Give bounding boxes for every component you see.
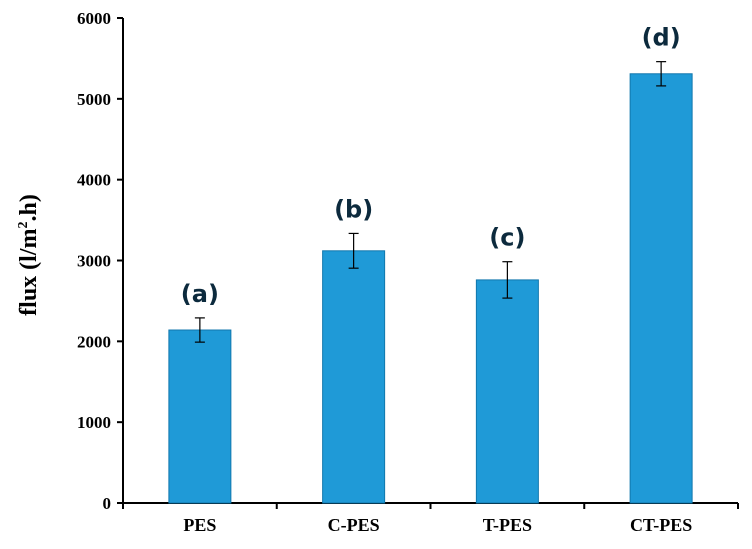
bar-annotation: (b)	[334, 195, 373, 223]
y-tick-label: 1000	[77, 413, 111, 432]
y-tick-label: 6000	[77, 9, 111, 28]
y-tick-label: 5000	[77, 90, 111, 109]
x-category-label: PES	[183, 515, 216, 535]
y-tick-label: 0	[103, 494, 112, 513]
bar-pes	[168, 329, 232, 504]
y-tick-labels: 0 1000 2000 3000 4000 5000 6000	[77, 9, 111, 513]
x-category-label: T-PES	[483, 515, 532, 535]
bar-annotation: (c)	[489, 224, 525, 252]
y-tick-label: 4000	[77, 171, 111, 190]
bar-t-pes	[475, 279, 539, 504]
y-axis-label-end: .h)	[16, 194, 42, 221]
y-axis-label: flux (l/m2.h)	[16, 194, 42, 316]
x-category-label: C-PES	[328, 515, 380, 535]
y-tick-label: 3000	[77, 252, 111, 271]
bar-ct-pes	[629, 73, 693, 504]
error-bars	[194, 61, 667, 343]
x-category-labels: PES C-PES T-PES CT-PES	[183, 515, 692, 535]
bar-c-pes	[322, 250, 386, 504]
bar-annotation: (a)	[181, 280, 219, 308]
y-tick-label: 2000	[77, 332, 111, 351]
y-axis-label-superscript: 2	[16, 222, 31, 229]
y-axis-label-main: flux (l/m	[16, 229, 42, 316]
bar-annotations: (a) (b) (c) (d)	[181, 24, 681, 308]
bars	[168, 73, 693, 504]
bar-annotation: (d)	[642, 24, 681, 52]
x-category-label: CT-PES	[630, 515, 692, 535]
